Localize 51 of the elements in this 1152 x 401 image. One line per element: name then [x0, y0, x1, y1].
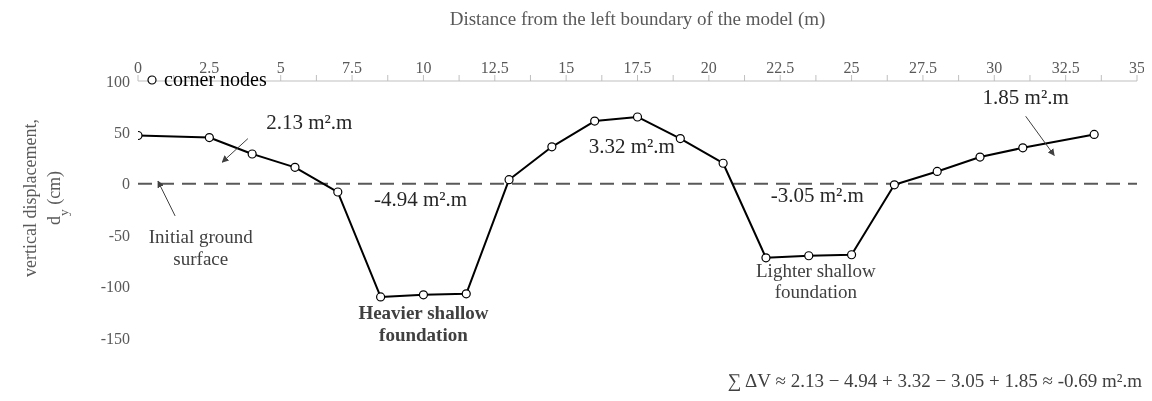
x-tick-label: 10	[415, 59, 432, 76]
x-tick-label: 32.5	[1051, 59, 1080, 76]
x-tick-label: 15	[558, 59, 575, 76]
annotation: -3.05 m².m	[769, 183, 865, 208]
annotation: Heavier shallow foundation	[357, 302, 490, 346]
y-tick-label: 100	[106, 72, 130, 90]
y-tick-label: -150	[100, 329, 130, 347]
point	[376, 292, 386, 302]
point	[461, 289, 471, 299]
point	[247, 149, 257, 159]
point	[804, 251, 814, 261]
x-tick-label: 30	[986, 59, 1003, 76]
point	[1089, 129, 1099, 140]
point	[718, 158, 728, 168]
y-tick-label: -100	[100, 278, 130, 296]
x-tick-label: 17.5	[623, 59, 652, 76]
point	[975, 152, 985, 162]
point	[632, 112, 643, 122]
point	[590, 116, 600, 126]
y-tick-label: 0	[122, 175, 130, 193]
x-tick-label: 0	[134, 59, 142, 76]
point	[547, 142, 557, 152]
annotation: 2.13 m².m	[265, 109, 354, 134]
annotation: 3.32 m².m	[587, 134, 676, 159]
y-tick-label: -50	[108, 226, 130, 244]
x-axis-title: Distance from the left boundary of the model (m)	[448, 8, 827, 30]
point	[504, 175, 514, 185]
point	[290, 162, 300, 172]
x-tick-label: 22.5	[766, 59, 795, 76]
text: ∑ ΔV ≈ 2.13 − 4.94 + 3.32 − 3.05 + 1.85 ≈ -0.69 m².m	[726, 370, 1142, 392]
x-tick-label: 5	[276, 59, 285, 76]
point	[1018, 143, 1028, 153]
x-tick-label: 25	[843, 59, 860, 76]
point	[204, 132, 214, 143]
annotation: Initial ground surface	[147, 226, 254, 270]
x-tick-label: 12.5	[480, 59, 509, 76]
point	[932, 166, 942, 177]
point	[333, 187, 343, 197]
point	[761, 253, 771, 263]
annotation: 1.85 m².m	[981, 84, 1070, 110]
point	[418, 290, 429, 300]
y-tick-label: 50	[114, 124, 130, 142]
point	[889, 180, 899, 190]
x-tick-label: 35	[1129, 59, 1145, 76]
point	[846, 250, 857, 260]
x-tick-label: 27.5	[908, 59, 937, 76]
x-tick-label: 20	[700, 59, 717, 76]
point	[675, 133, 685, 144]
x-tick-label: 7.5	[342, 59, 363, 76]
annotation: -4.94 m².m	[372, 186, 469, 211]
annotation: Lighter shallow foundation	[755, 259, 877, 304]
